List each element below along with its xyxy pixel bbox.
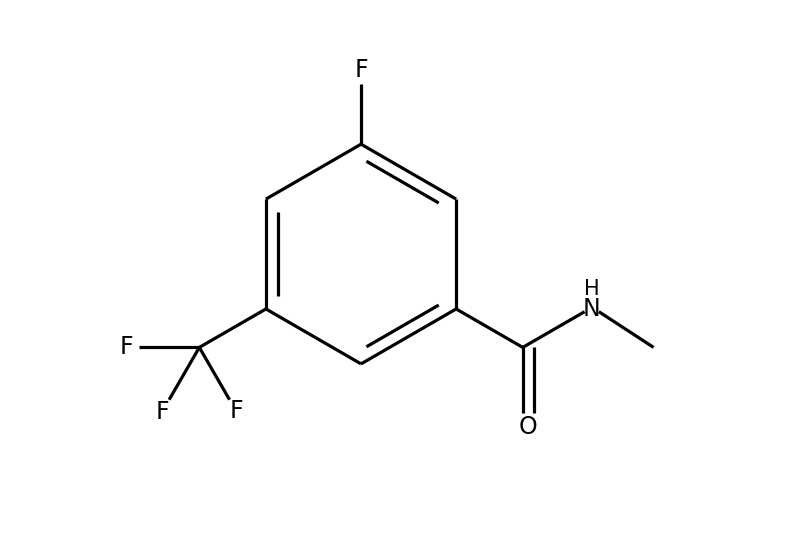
Text: F: F (120, 336, 134, 359)
Text: F: F (355, 58, 368, 82)
Text: F: F (229, 399, 243, 423)
Text: N: N (583, 297, 600, 321)
Text: O: O (519, 415, 537, 439)
Text: H: H (584, 279, 600, 299)
Text: F: F (156, 400, 169, 424)
